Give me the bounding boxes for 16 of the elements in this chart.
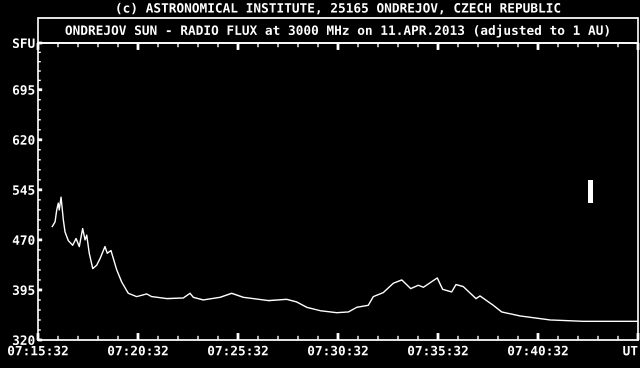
- chart-title: ONDREJOV SUN - RADIO FLUX at 3000 MHz on 11.APR.2013 (adjusted to 1 AU): [65, 24, 609, 38]
- y-tick-label: 320: [12, 335, 34, 346]
- x-tick-label: 07:40:32: [508, 346, 568, 356]
- y-tick-label: SFU: [12, 38, 35, 48]
- x-tick-label: UT: [623, 346, 638, 356]
- y-tick-label: 620: [12, 135, 34, 145]
- y-tick-label: 545: [13, 185, 34, 195]
- y-tick-label: 695: [12, 85, 34, 95]
- x-tick-label: 07:35:32: [408, 346, 468, 356]
- x-tick-label: 07:15:32: [8, 346, 68, 356]
- y-tick-label: 470: [12, 235, 34, 245]
- y-tick-label: 395: [12, 285, 34, 296]
- x-tick-label: 07:25:32: [208, 346, 268, 356]
- x-tick-label: 07:20:32: [108, 346, 168, 356]
- x-tick-label: 07:30:32: [308, 346, 368, 356]
- text: (c) ASTRONOMICAL INSTITUTE, 25165 ONDREJOV, CZECH REPUBLIC: [117, 2, 560, 14]
